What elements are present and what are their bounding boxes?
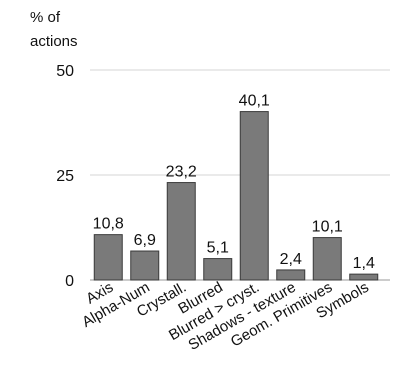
data-label: 40,1 <box>239 93 270 110</box>
data-label: 10,1 <box>312 219 343 236</box>
y-tick-label: 0 <box>65 273 74 290</box>
bar <box>166 182 196 281</box>
bar <box>349 273 379 281</box>
data-label: 23,2 <box>166 164 197 181</box>
y-tick-label: 50 <box>56 63 74 80</box>
bar <box>203 258 233 281</box>
data-label: 5,1 <box>207 240 229 257</box>
bar <box>130 250 160 281</box>
data-label: 1,4 <box>353 255 375 272</box>
data-label: 6,9 <box>134 232 156 249</box>
y-axis-title-line-2: actions <box>30 33 78 50</box>
bar <box>312 237 342 281</box>
bar <box>239 111 269 281</box>
y-tick-label: 25 <box>56 168 74 185</box>
bar <box>93 234 123 281</box>
y-axis-title-line-1: % of <box>30 9 61 26</box>
bars <box>93 111 379 281</box>
data-label: 10,8 <box>93 216 124 233</box>
y-axis-title: % of actions <box>30 9 78 50</box>
bar <box>276 269 306 281</box>
y-axis-ticks: 0 25 50 <box>56 63 74 290</box>
data-label: 2,4 <box>280 251 302 268</box>
data-labels: 10,8 6,9 23,2 5,1 40,1 2,4 10,1 1,4 <box>93 93 375 273</box>
